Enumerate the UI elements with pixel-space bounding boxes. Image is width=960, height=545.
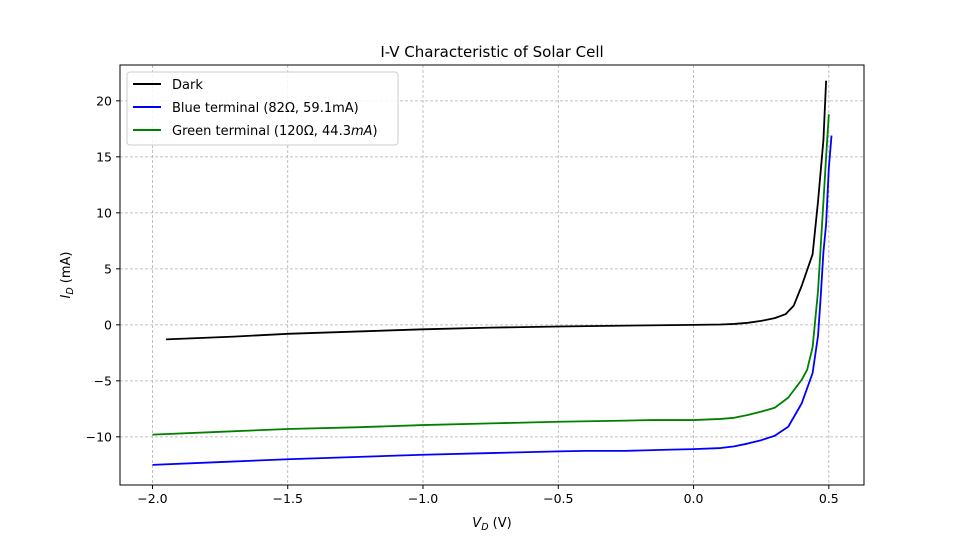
y-tick-label: 5 bbox=[104, 261, 112, 276]
series-line-green-terminal bbox=[152, 114, 830, 436]
legend-label-green-terminal: Green terminal (120Ω, 44.3mA) bbox=[172, 124, 378, 139]
y-tick-label: −10 bbox=[86, 429, 112, 444]
legend: Dark Blue terminal (82Ω, 59.1mA) Green t… bbox=[126, 71, 399, 146]
series-line-blue-terminal bbox=[152, 135, 833, 466]
y-tick-label: 10 bbox=[96, 205, 112, 220]
legend-box bbox=[126, 71, 399, 146]
x-tick-label: −0.5 bbox=[543, 491, 573, 506]
series-line-dark bbox=[165, 80, 828, 341]
x-tick-label: 0.0 bbox=[684, 491, 704, 506]
y-tick-label: 15 bbox=[96, 149, 112, 164]
series-layer bbox=[152, 80, 833, 466]
legend-label-dark: Dark bbox=[172, 78, 203, 93]
x-tick-label: −1.5 bbox=[273, 491, 303, 506]
chart-title: I-V Characteristic of Solar Cell bbox=[380, 43, 603, 61]
grid-layer bbox=[120, 65, 864, 485]
y-tick-label: −5 bbox=[94, 373, 112, 388]
y-tick-label: 20 bbox=[96, 93, 112, 108]
x-tick-label: −2.0 bbox=[137, 491, 167, 506]
x-tick-label: 0.5 bbox=[819, 491, 839, 506]
plot-area-frame bbox=[119, 64, 865, 486]
y-axis-label: ID (mA) bbox=[59, 251, 76, 298]
tick-layer: −2.0 −1.5 −1.0 −0.5 0.0 0.5 −10 −5 0 5 10 15 20 bbox=[86, 93, 839, 506]
x-axis-label: VD (V) bbox=[472, 516, 511, 533]
y-tick-label: 0 bbox=[104, 317, 112, 332]
x-tick-label: −1.0 bbox=[408, 491, 438, 506]
legend-label-blue-terminal: Blue terminal (82Ω, 59.1mA) bbox=[172, 101, 359, 116]
